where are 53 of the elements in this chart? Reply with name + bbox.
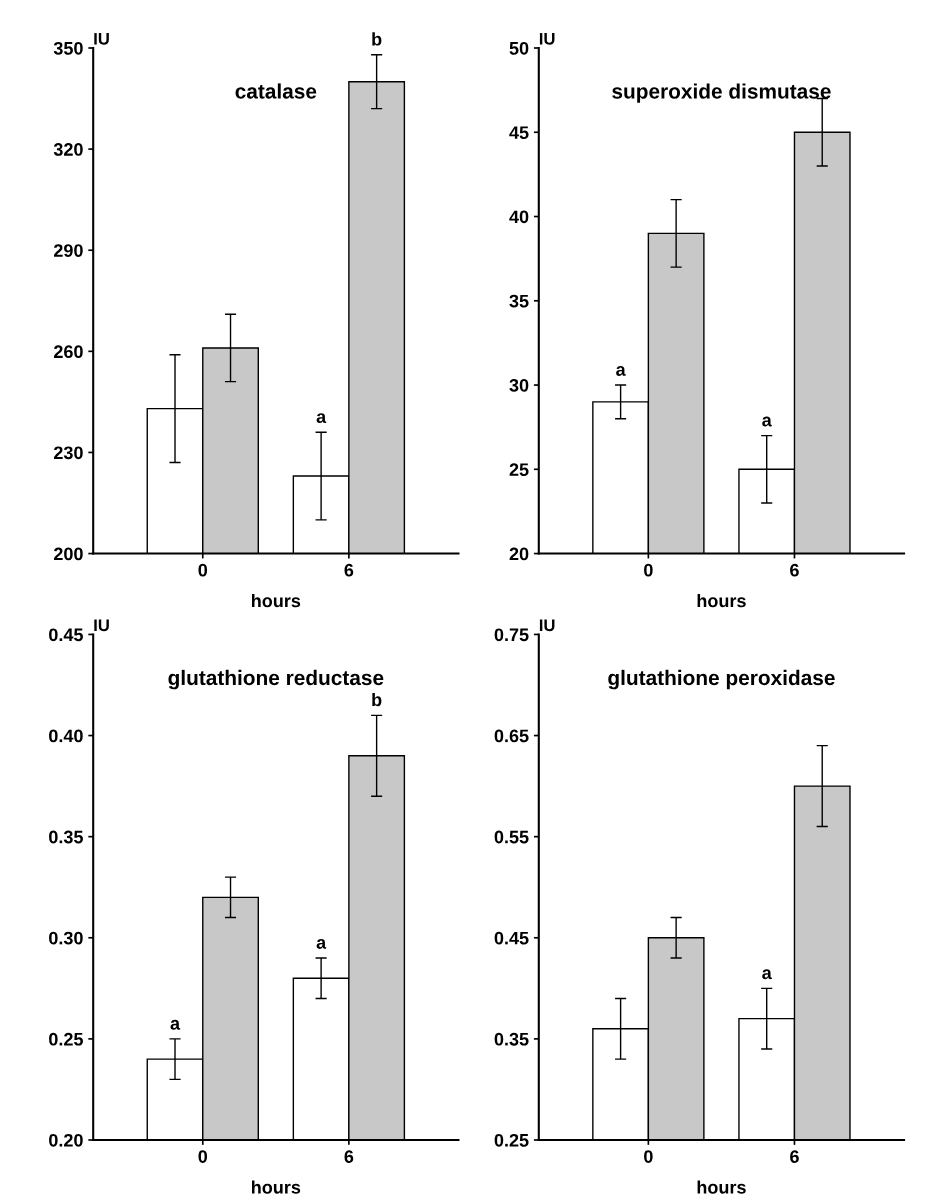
y-tick-label: 25 — [509, 463, 529, 477]
x-tick-label: 6 — [790, 1150, 799, 1163]
y-tick-label: 0.40 — [49, 729, 83, 743]
y-tick-label: 40 — [509, 210, 529, 224]
data-label: a — [316, 413, 327, 424]
y-axis-title: IU — [94, 33, 109, 45]
y-tick-label: 0.35 — [494, 1032, 529, 1046]
y-tick-label: 260 — [53, 345, 83, 359]
data-label: b — [372, 692, 382, 707]
x-tick-label: 0 — [198, 563, 208, 577]
y-axis-title: IU — [539, 619, 555, 632]
y-tick-label: 230 — [53, 446, 83, 460]
data-label: a — [316, 938, 327, 949]
x-tick-label: 0 — [644, 1150, 653, 1163]
x-tick-label: 0 — [644, 563, 653, 577]
data-label: a — [616, 366, 626, 376]
y-tick-label: 350 — [53, 41, 83, 55]
x-tick-label: 6 — [790, 563, 799, 577]
y-tick-label: 45 — [509, 126, 529, 139]
text: superoxide dismutase — [612, 83, 831, 103]
y-tick-label: 35 — [509, 294, 529, 308]
y-tick-label: 0.35 — [49, 830, 83, 844]
y-tick-label: 0.30 — [49, 931, 83, 945]
y-axis-title: IU — [539, 33, 555, 45]
text: catalase — [235, 83, 317, 99]
text: glutathione peroxidase — [608, 669, 835, 690]
data-label: b — [372, 32, 382, 46]
data-label: a — [762, 416, 772, 427]
y-tick-label: 0.45 — [494, 931, 529, 945]
y-tick-label: 0.75 — [494, 628, 529, 642]
y-tick-label: 0.25 — [494, 1133, 529, 1147]
y-tick-label: 290 — [53, 244, 83, 257]
text: glutathione reductase — [168, 669, 384, 690]
data-label: a — [762, 969, 772, 980]
y-tick-label: 200 — [53, 547, 83, 561]
y-tick-label: 0.65 — [494, 729, 529, 743]
y-tick-label: 320 — [53, 143, 83, 156]
y-axis-title: IU — [94, 619, 109, 632]
data-label: a — [170, 1019, 181, 1030]
x-axis-title: hours — [252, 594, 301, 608]
y-tick-label: 20 — [509, 547, 529, 561]
x-tick-label: 6 — [344, 1150, 354, 1163]
x-tick-label: 6 — [344, 563, 354, 577]
y-tick-label: 0.25 — [49, 1032, 83, 1046]
y-tick-label: 0.20 — [49, 1133, 83, 1147]
x-axis-title: hours — [697, 594, 746, 608]
y-tick-label: 0.55 — [494, 830, 529, 844]
x-tick-label: 0 — [198, 1150, 208, 1163]
x-axis-title: hours — [252, 1180, 301, 1194]
y-tick-label: 50 — [509, 41, 529, 55]
y-tick-label: 0.45 — [49, 628, 83, 642]
y-tick-label: 30 — [509, 378, 529, 392]
x-axis-title: hours — [697, 1180, 746, 1194]
